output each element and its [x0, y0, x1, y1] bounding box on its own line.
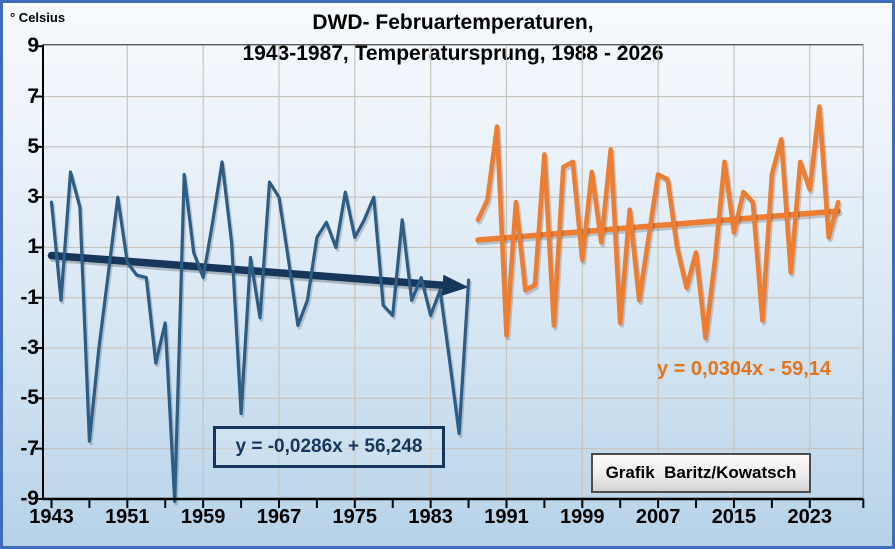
x-tick-label: 1967: [256, 506, 302, 528]
y-tick-label: -5: [20, 386, 39, 410]
credit-text: Grafik Baritz/Kowatsch: [605, 463, 797, 482]
y-tick-label: -9: [20, 486, 39, 510]
x-tick-label: 2015: [711, 506, 757, 528]
orange-series-line: [475, 104, 841, 341]
x-tick-label: 1999: [560, 506, 605, 528]
chart-title-line1: DWD- Februartemperaturen,: [312, 11, 594, 34]
x-tick-label: 1951: [105, 506, 150, 528]
y-tick-label: 7: [27, 84, 39, 108]
trend-equation-1988-2026: y = 0,0304x - 59,14: [656, 358, 832, 380]
y-tick-label: -3: [20, 336, 39, 360]
x-tick-label: 1943: [29, 506, 74, 528]
x-tick-label: 1991: [484, 506, 529, 528]
y-tick-label: 1: [27, 235, 39, 259]
credit-box: Grafik Baritz/Kowatsch: [591, 453, 811, 493]
chart-canvas: [35, 44, 865, 508]
y-tick-label: -7: [20, 436, 39, 460]
x-tick-label: 2007: [635, 506, 681, 528]
trend-equation-box-1943-1987: y = -0,0286x + 56,248: [213, 426, 445, 468]
chart-title: DWD- Februartemperaturen, 1943-1987, Tem…: [43, 7, 863, 69]
y-tick-label: 3: [27, 185, 39, 209]
x-tick-label: 1983: [408, 506, 453, 528]
blue-series-line: [49, 160, 471, 504]
blue-trend-arrowhead: [441, 274, 469, 296]
x-tick-label: 1975: [332, 506, 378, 528]
y-tick-label: 5: [27, 134, 39, 158]
y-tick-label: -1: [20, 285, 39, 309]
y-tick-label: 9: [27, 34, 39, 58]
x-tick-label: 1959: [180, 506, 226, 528]
chart-title-line2: 1943-1987, Temperatursprung, 1988 - 2026: [242, 42, 664, 65]
y-axis-unit-label: ° Celsius: [10, 10, 66, 25]
x-tick-label: 2023: [787, 506, 833, 528]
